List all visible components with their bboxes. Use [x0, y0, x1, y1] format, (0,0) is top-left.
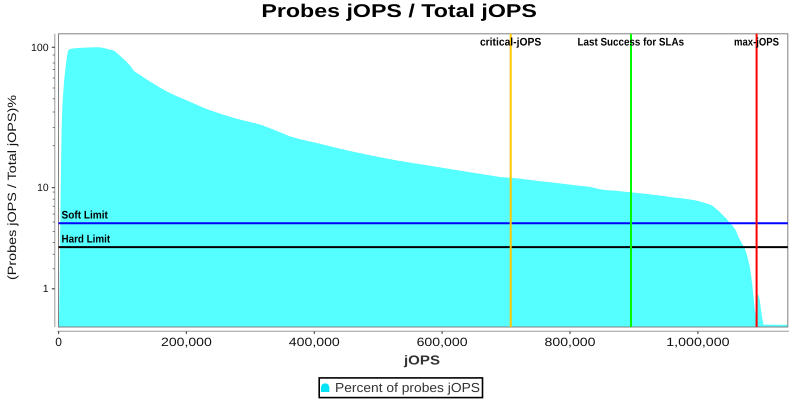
svg-text:Probes jOPS / Total jOPS: Probes jOPS / Total jOPS [261, 0, 537, 21]
svg-text:critical-jOPS: critical-jOPS [480, 36, 541, 48]
svg-text:100: 100 [31, 42, 49, 54]
svg-text:800,000: 800,000 [545, 335, 596, 349]
svg-text:jOPS: jOPS [403, 352, 441, 367]
svg-text:10: 10 [37, 182, 49, 194]
svg-text:Percent of probes jOPS: Percent of probes jOPS [335, 380, 480, 395]
svg-text:max-jOPS: max-jOPS [734, 36, 779, 48]
svg-text:(Probes jOPS / Total jOPS)%: (Probes jOPS / Total jOPS)% [5, 95, 19, 280]
svg-text:Hard Limit: Hard Limit [62, 234, 111, 246]
svg-text:1: 1 [43, 283, 49, 295]
svg-text:400,000: 400,000 [289, 335, 340, 349]
svg-text:Last Success for SLAs: Last Success for SLAs [578, 36, 685, 48]
svg-text:1,000,000: 1,000,000 [666, 335, 730, 349]
svg-text:0: 0 [55, 335, 62, 349]
svg-text:200,000: 200,000 [161, 335, 212, 349]
svg-text:600,000: 600,000 [417, 335, 468, 349]
svg-text:Soft Limit: Soft Limit [62, 210, 109, 222]
